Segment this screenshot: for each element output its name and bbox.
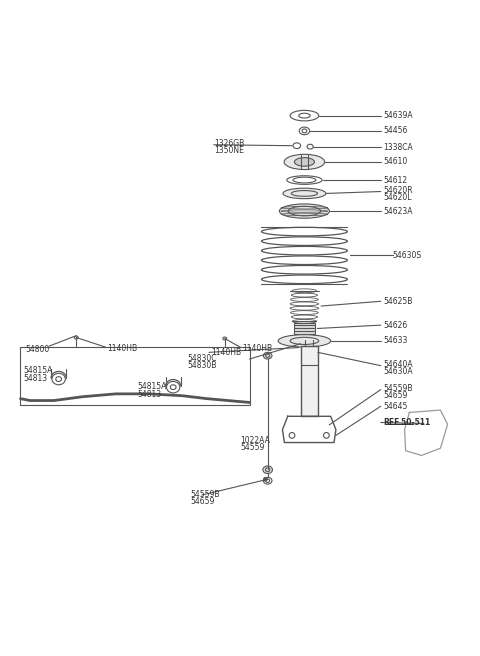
Text: 54630A: 54630A (383, 367, 413, 377)
Ellipse shape (264, 352, 272, 359)
Text: 54639A: 54639A (383, 111, 413, 120)
Text: 54620L: 54620L (383, 193, 412, 202)
Text: 54625B: 54625B (383, 297, 412, 306)
Text: 54815A: 54815A (137, 382, 167, 391)
Text: 54456: 54456 (383, 127, 408, 135)
Text: 54626: 54626 (383, 321, 408, 329)
Text: 54659: 54659 (383, 391, 408, 400)
Ellipse shape (284, 154, 324, 169)
Text: 1350NE: 1350NE (214, 146, 244, 155)
Text: 54813: 54813 (137, 390, 162, 399)
Ellipse shape (279, 204, 329, 218)
Text: 1140HB: 1140HB (211, 348, 241, 357)
Bar (21, 347, 250, 405)
Text: 54630S: 54630S (393, 251, 422, 260)
Text: 54640A: 54640A (383, 360, 413, 369)
Text: 54559B: 54559B (383, 384, 413, 393)
Text: 54813: 54813 (23, 374, 47, 383)
Ellipse shape (283, 188, 326, 199)
Text: 54830C: 54830C (188, 354, 217, 363)
Text: 54610: 54610 (383, 157, 408, 167)
Text: 1326GB: 1326GB (214, 139, 244, 148)
Text: REF.50-511: REF.50-511 (383, 418, 431, 427)
Ellipse shape (263, 466, 273, 474)
Text: 54645: 54645 (383, 401, 408, 411)
Text: 54620R: 54620R (383, 186, 413, 195)
Text: 1140HB: 1140HB (242, 344, 272, 354)
Text: 1140HB: 1140HB (108, 344, 137, 354)
Text: 54559: 54559 (240, 443, 264, 452)
Text: 54815A: 54815A (23, 366, 52, 375)
Ellipse shape (278, 335, 331, 347)
Bar (300, 346, 318, 417)
Text: 54800: 54800 (25, 345, 49, 354)
Text: 54633: 54633 (383, 337, 408, 346)
Text: 54623A: 54623A (383, 207, 413, 216)
Ellipse shape (294, 157, 314, 166)
Text: 54559B: 54559B (190, 490, 219, 499)
Text: 1022AA: 1022AA (240, 436, 270, 445)
Bar (294, 323, 315, 334)
Ellipse shape (264, 478, 267, 481)
Text: 54612: 54612 (383, 176, 408, 184)
Text: 54659: 54659 (190, 497, 214, 506)
Text: 54830B: 54830B (188, 361, 217, 370)
Text: 1338CA: 1338CA (383, 142, 413, 152)
